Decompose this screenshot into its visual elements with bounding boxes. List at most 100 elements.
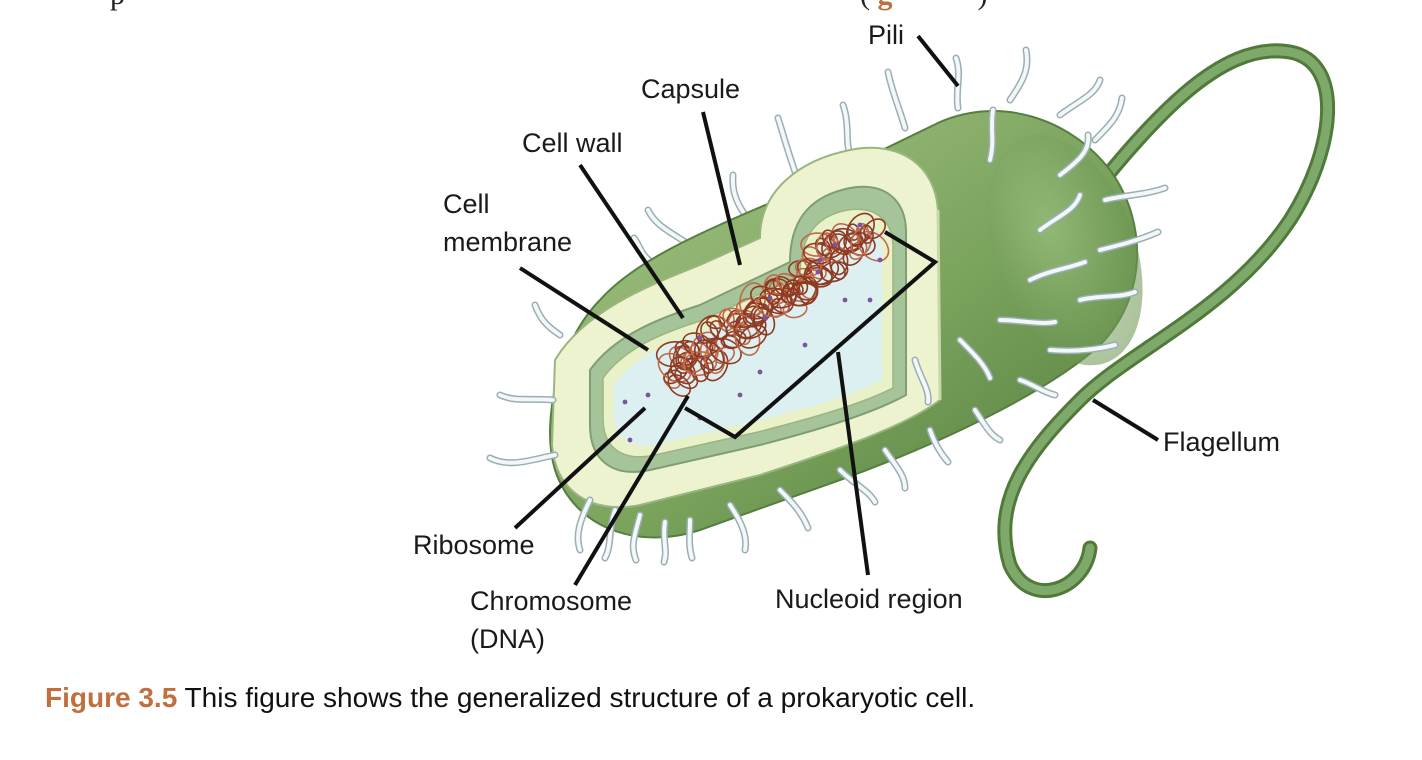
dna-loop: [859, 224, 874, 244]
partial-top-text-line: p ( g ): [110, 0, 988, 12]
pilus-front-18: [988, 108, 995, 162]
pilus-front-5: [687, 518, 694, 560]
ribosome-dot: [757, 369, 763, 375]
cytoplasm-region: [614, 223, 882, 446]
dna-loop: [863, 218, 887, 240]
label-chromosome-line2: (DNA): [470, 624, 545, 654]
pilus-front-17: [1058, 133, 1091, 177]
pilus-front-15: [1098, 230, 1160, 252]
figure-number: Figure 3.5: [45, 682, 178, 713]
ribosome-dot: [867, 297, 873, 303]
pilus-front-6: [728, 503, 748, 552]
dna-loop: [752, 306, 776, 336]
pilus-front-8: [838, 468, 877, 504]
dna-loop: [782, 279, 800, 298]
nucleoid-bracket: [683, 230, 939, 440]
leader-cell-wall: [578, 163, 685, 320]
ribosome-dot: [842, 297, 848, 303]
dna-loop: [714, 346, 735, 365]
pilus-front-13: [1048, 343, 1117, 353]
pilus-front-1: [498, 393, 555, 402]
leader-cell-membrane: [518, 266, 650, 352]
dna-loop: [720, 334, 740, 350]
label-chromosome-line1: Chromosome: [470, 586, 633, 616]
ribosome-dot: [817, 257, 823, 263]
ribosome-dot: [832, 242, 838, 248]
flagellum-highlight: [1000, 46, 1332, 596]
pilus-front-24: [603, 508, 617, 560]
pilus-front-25: [662, 520, 668, 564]
dna-loop: [693, 339, 725, 371]
figure-reference-link[interactable]: g: [878, 0, 893, 11]
dna-loop: [709, 337, 742, 365]
cut-face-edge: [936, 209, 942, 401]
pilus-back-3: [954, 56, 961, 110]
dna-loop: [709, 320, 729, 341]
dna-loop: [739, 282, 766, 319]
label-cell-membrane-line1: Cell: [443, 189, 490, 219]
pilus-front-22: [958, 338, 992, 380]
ribosome-dot: [815, 269, 821, 275]
label-ribosome: Ribosome: [413, 530, 535, 560]
pilus-back-2: [886, 70, 907, 130]
pilus-front-14: [1078, 290, 1137, 302]
label-flagellum: Flagellum: [1163, 427, 1281, 457]
chromosome-dna-tangle: [655, 212, 890, 397]
figure-caption: Figure 3.5 This figure shows the general…: [45, 682, 975, 714]
leader-pili: [916, 34, 960, 88]
top-text-paren-open: (: [860, 0, 870, 11]
ribosome-dot: [767, 295, 773, 301]
dna-loop: [759, 287, 794, 315]
pilus-front-3: [576, 498, 592, 552]
ribosome-dot: [645, 392, 651, 398]
dna-loop: [695, 314, 722, 344]
dna-loop: [830, 261, 846, 280]
figure-caption-text: This figure shows the generalized struct…: [184, 682, 976, 713]
dna-loop: [846, 223, 860, 241]
leader-ribosome: [513, 406, 647, 530]
ribosome-dot: [877, 257, 883, 263]
pilus-back-7: [730, 173, 747, 217]
ribosome-dot: [857, 222, 863, 228]
dna-loop: [782, 299, 808, 319]
pilus-front-0: [533, 303, 562, 337]
pilus-back-4: [1008, 48, 1029, 102]
pilus-back-6: [1093, 96, 1124, 142]
cell-body-end-cap: [987, 134, 1143, 366]
pilus-front-12: [1018, 378, 1057, 397]
leader-lines: [513, 34, 1160, 587]
pilus-front-9: [883, 448, 907, 490]
dna-loop: [699, 356, 714, 374]
dna-loop: [674, 366, 699, 390]
pilus-front-20: [1028, 260, 1087, 282]
ribosome-dot: [697, 335, 703, 341]
leader-flagellum: [1091, 398, 1160, 442]
ribosome-dot: [762, 315, 768, 321]
ribosome-dot: [737, 392, 743, 398]
ribosome-dot: [622, 399, 628, 405]
pilus-front-7: [778, 488, 810, 530]
pilus-front-2: [488, 453, 557, 465]
dna-loop: [667, 374, 692, 397]
pilus-back-5: [1058, 78, 1102, 117]
ribosome-dot: [802, 342, 808, 348]
pilus-front-16: [1103, 186, 1167, 202]
dna-loop: [663, 369, 682, 385]
dna-loop: [706, 315, 726, 330]
leader-capsule: [701, 111, 742, 266]
pilus-front-11: [973, 408, 1002, 442]
pili-group-front: [486, 106, 1169, 566]
pilus-front-19: [1038, 193, 1082, 232]
label-cell-wall: Cell wall: [522, 128, 623, 158]
pilus-front-10: [928, 428, 950, 464]
pilus-front-4: [631, 513, 642, 562]
dna-loop: [704, 344, 726, 375]
dna-loop: [738, 324, 768, 349]
leader-chromosome: [573, 394, 690, 587]
ribosome-dot: [627, 437, 633, 443]
dna-loop: [803, 257, 840, 286]
label-capsule: Capsule: [641, 74, 741, 104]
label-cell-membrane-line2: membrane: [443, 227, 573, 257]
dna-loop: [794, 257, 822, 277]
